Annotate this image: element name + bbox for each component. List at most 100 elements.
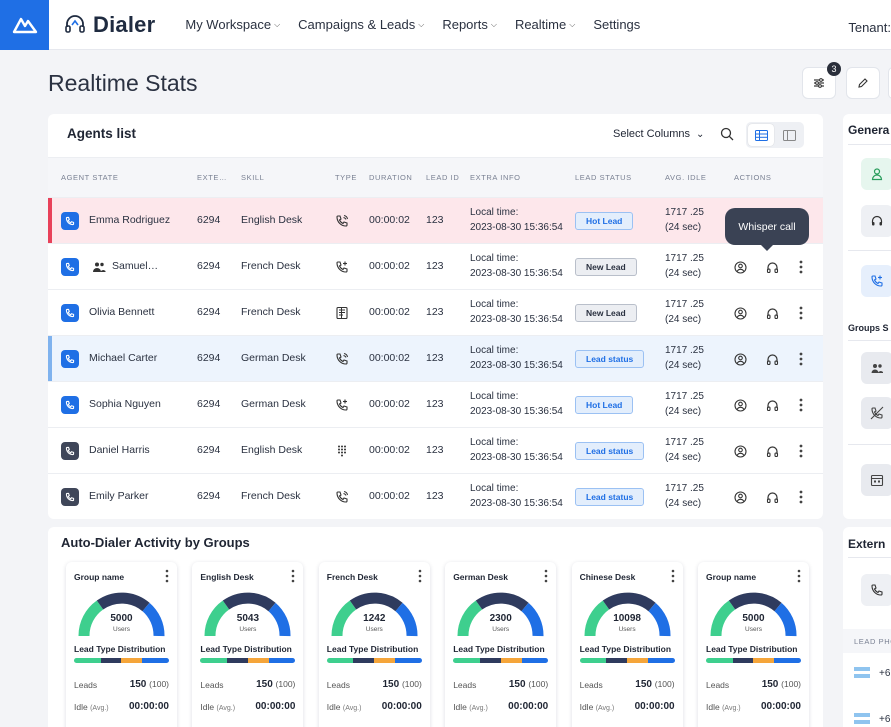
agent-state-badge [61,442,79,460]
col-avg-idle[interactable]: AVG. IDLE [665,173,707,182]
whisper-call-button[interactable] [765,398,779,412]
whisper-call-button[interactable] [765,306,779,320]
agent-name[interactable]: Sophia Nguyen [89,398,161,410]
col-extension[interactable]: EXTE… [197,173,228,182]
nav-campaigns-leads[interactable]: Campaigns & Leads ⌵ [298,17,424,32]
avg-idle-value: 1717 .25 [665,345,704,356]
monitor-agent-button[interactable] [733,306,747,320]
col-lead-status[interactable]: LEAD STATUS [575,173,632,182]
monitor-agent-button[interactable] [733,490,747,504]
agent-name[interactable]: Samuel… [112,260,159,272]
group-menu-button[interactable] [797,569,801,583]
group-card[interactable]: Chinese Desk 10098 Users Lead Type Distr… [571,562,683,727]
group-menu-button[interactable] [165,569,169,583]
missed-calls-tile[interactable] [861,397,891,429]
brand[interactable]: Dialer [63,12,155,38]
avg-idle-seconds: (24 sec) [665,406,702,417]
nav-label: Settings [593,17,641,32]
group-card[interactable]: Group name 5000 Users Lead Type Distribu… [66,562,177,727]
table-row[interactable]: Sophia Nguyen 6294 German Desk 00:00:02 … [48,381,823,427]
nav-settings[interactable]: Settings [593,17,640,32]
external-call-tile[interactable] [861,574,891,606]
agent-name[interactable]: Emily Parker [89,490,149,502]
more-actions-button[interactable] [794,352,808,366]
nav-label: Realtime [514,17,567,32]
agent-name[interactable]: Emma Rodriguez [89,214,171,226]
group-name: French Desk [326,572,378,582]
local-time-value: 2023-08-30 15:36:54 [470,452,563,463]
call-stat-tile[interactable] [861,265,891,297]
whisper-call-button[interactable] [765,352,779,366]
col-type[interactable]: TYPE [335,173,357,182]
nav-my-workspace[interactable]: My Workspace ⌵ [185,17,280,32]
edit-button[interactable] [846,67,880,99]
gauge-green-arc [710,600,736,637]
user-stat-tile[interactable] [861,158,891,190]
card-view-button[interactable] [776,124,802,146]
table-row[interactable]: Daniel Harris 6294 English Desk 00:00:02… [48,427,823,473]
monitor-agent-button[interactable] [733,260,747,274]
more-actions-button[interactable] [794,490,808,504]
search-icon[interactable] [720,127,734,141]
local-time-value: 2023-08-30 15:36:54 [470,498,563,509]
whisper-call-button[interactable] [765,444,779,458]
group-card[interactable]: French Desk 1242 Users Lead Type Distrib… [318,562,430,727]
sliders-icon [814,78,824,88]
table-row[interactable]: Emily Parker 6294 French Desk 00:00:02 1… [48,473,823,519]
agent-name[interactable]: Daniel Harris [89,444,150,456]
col-lead-id[interactable]: LEAD ID [426,173,460,182]
app-switcher[interactable] [0,0,49,50]
groups-stat-tile[interactable] [861,352,891,384]
whisper-call-button[interactable] [765,490,779,504]
kebab-menu-icon [544,569,548,583]
phone-plus-icon [871,275,883,287]
whisper-call-button[interactable] [765,260,779,274]
headset-stat-tile[interactable] [861,205,891,237]
dist-segment-dark [606,658,628,663]
monitor-agent-button[interactable] [733,398,747,412]
group-users-value: 5000 [110,613,133,624]
group-card[interactable]: German Desk 2300 Users Lead Type Distrib… [445,562,557,727]
table-row[interactable]: Emma Rodriguez 6294 English Desk 00:00:0… [48,197,823,244]
tenant-selector[interactable]: Tenant: [848,20,891,35]
external-panel-title: Extern [848,537,886,551]
more-actions-button[interactable] [794,398,808,412]
monitor-agent-button[interactable] [733,352,747,366]
col-duration[interactable]: DURATION [369,173,413,182]
lead-id: 123 [426,398,444,410]
lead-phone-header: LEAD PHO [843,629,891,653]
nav-reports[interactable]: Reports ⌵ [442,17,497,32]
table-row[interactable]: Samuel… 6294 French Desk 00:00:02 123 Lo… [48,243,823,289]
group-menu-button[interactable] [418,569,422,583]
avg-idle-value: 1717 .25 [665,437,704,448]
col-extra-info[interactable]: EXTRA INFO [470,173,521,182]
group-menu-button[interactable] [544,569,548,583]
agent-name[interactable]: Olivia Bennett [89,306,155,318]
dist-segment-blue [647,658,675,663]
filter-button[interactable]: 3 [802,62,841,99]
col-skill[interactable]: SKILL [241,173,265,182]
more-actions-button[interactable] [794,260,808,274]
more-actions-button[interactable] [794,444,808,458]
group-card[interactable]: English Desk 5043 Users Lead Type Distri… [192,562,304,727]
top-bar: Dialer My Workspace ⌵ Campaigns & Leads ⌵ … [0,0,891,50]
select-columns-dropdown[interactable]: Select Columns ⌄ [613,128,704,140]
col-agent-state[interactable]: AGENT STATE [61,173,119,182]
idle-label-text: Idle [453,702,467,712]
idle-value: 00:00:00 [255,701,296,712]
schedule-tile[interactable] [861,464,891,496]
more-actions-button[interactable] [794,306,808,320]
group-menu-button[interactable] [671,569,675,583]
group-card[interactable]: Group name 5000 Users Lead Type Distribu… [698,562,809,727]
table-row[interactable]: Olivia Bennett 6294 French Desk 00:00:02… [48,289,823,335]
monitor-agent-button[interactable] [733,444,747,458]
users-gauge [78,592,165,637]
duration: 00:00:02 [369,352,410,364]
avg-idle: 1717 .25 (24 sec) [665,297,704,327]
table-view-button[interactable] [748,124,774,146]
phone-prefix: +6 [879,668,891,679]
group-menu-button[interactable] [291,569,295,583]
agent-name[interactable]: Michael Carter [89,352,158,364]
table-row[interactable]: Michael Carter 6294 German Desk 00:00:02… [48,335,823,382]
nav-realtime[interactable]: Realtime ⌵ [515,17,575,32]
